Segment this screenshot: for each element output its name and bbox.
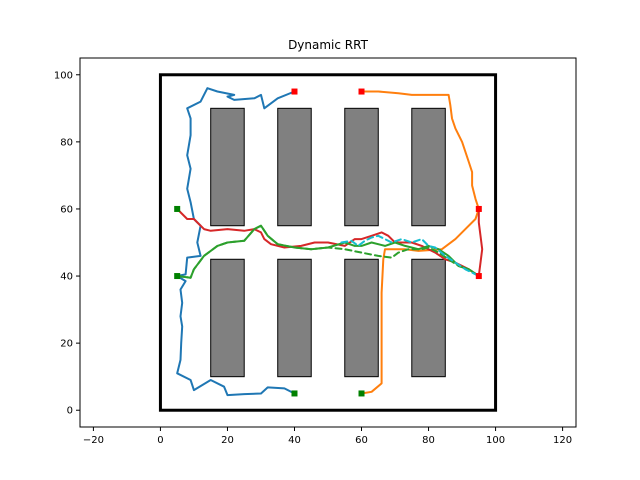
start-marker-3 xyxy=(174,205,181,212)
goal-marker-3 xyxy=(475,205,482,212)
y-tick-label: 40 xyxy=(60,272,73,283)
x-tick-label: 100 xyxy=(486,435,505,446)
environment-boundary xyxy=(158,73,498,412)
y-tick-label: 60 xyxy=(60,204,73,215)
x-tick-label: 80 xyxy=(422,435,435,446)
path-series-1 xyxy=(176,87,296,397)
goal-marker-4 xyxy=(475,273,482,280)
x-tick-label: 60 xyxy=(355,435,368,446)
obstacle-8 xyxy=(411,258,446,378)
x-tick-label: 20 xyxy=(221,435,234,446)
path-series-5 xyxy=(176,224,480,279)
x-tick-label: −20 xyxy=(83,435,104,446)
marker-group xyxy=(174,88,482,397)
path-group xyxy=(176,87,484,397)
obstacle-3 xyxy=(344,107,379,227)
chart-title: Dynamic RRT xyxy=(288,38,369,52)
obstacle-5 xyxy=(210,258,245,378)
x-tick-label: 0 xyxy=(157,435,163,446)
path-series-6 xyxy=(340,234,480,277)
boundary-group xyxy=(158,73,498,412)
obstacle-group xyxy=(210,107,446,378)
y-tick-label: 80 xyxy=(60,137,73,148)
start-marker-4 xyxy=(174,273,181,280)
x-tick-label: 40 xyxy=(288,435,301,446)
tick-group: −20 0 20 40 60 80 100 120 0 20 40 60 80 100 xyxy=(54,70,572,446)
obstacle-7 xyxy=(344,258,379,378)
y-tick-label: 100 xyxy=(54,70,73,81)
goal-marker-1 xyxy=(291,88,298,95)
obstacle-2 xyxy=(277,107,312,227)
x-tick-label: 120 xyxy=(553,435,572,446)
obstacle-6 xyxy=(277,258,312,378)
obstacle-4 xyxy=(411,107,446,227)
goal-marker-2 xyxy=(358,88,365,95)
start-marker-2 xyxy=(358,390,365,397)
y-tick-label: 20 xyxy=(60,339,73,350)
obstacle-1 xyxy=(210,107,245,227)
start-marker-1 xyxy=(291,390,298,397)
y-tick-label: 0 xyxy=(67,406,73,417)
